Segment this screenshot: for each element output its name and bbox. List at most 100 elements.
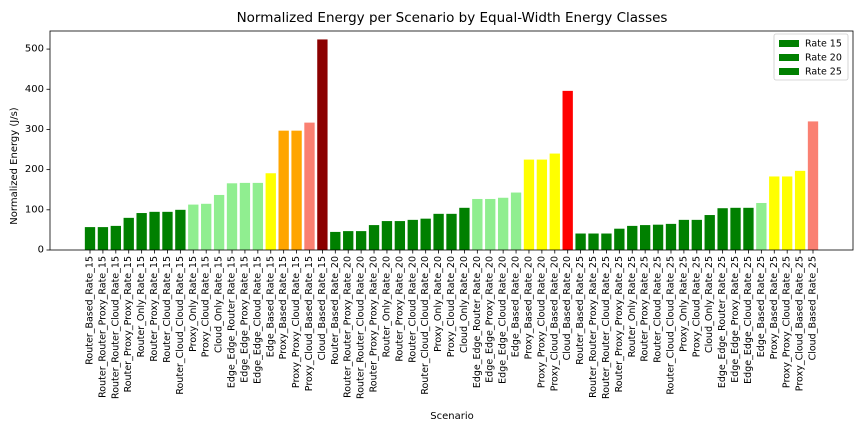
plot-frame xyxy=(49,30,854,251)
bar xyxy=(562,90,573,251)
x-tick-label: Router_Cloud_Cloud_Rate_20 xyxy=(420,256,431,395)
y-tick-label: 200 xyxy=(25,164,44,175)
x-tick-label: Edge_Edge_Cloud_Rate_25 xyxy=(743,256,754,384)
bar xyxy=(343,231,354,250)
x-ticks: Router_Based_Rate_15 Router_Router_Proxy_… xyxy=(85,250,819,399)
bar xyxy=(317,39,328,250)
y-tick-label: 500 xyxy=(25,44,44,55)
bar xyxy=(368,225,380,250)
bar xyxy=(213,194,225,250)
x-tick-label: Proxy_Cloud_Based_Rate_20 xyxy=(549,256,560,391)
x-tick-label: Cloud_Based_Rate_15 xyxy=(317,256,328,360)
bar xyxy=(652,224,664,250)
bar xyxy=(782,176,793,250)
bar xyxy=(162,211,173,250)
bar xyxy=(575,233,586,250)
bar xyxy=(769,176,780,250)
bar xyxy=(691,219,702,250)
bar xyxy=(394,221,406,250)
bar xyxy=(420,218,431,250)
legend-swatch xyxy=(779,68,799,75)
bar xyxy=(278,130,289,250)
bar xyxy=(665,223,677,250)
x-tick-label: Edge_Edge_Router_Rate_20 xyxy=(472,256,483,388)
bar xyxy=(588,233,599,250)
x-tick-label: Router_Cloud_Cloud_Rate_25 xyxy=(665,256,676,395)
x-tick-label: Proxy_Cloud_Rate_25 xyxy=(691,256,702,357)
y-axis-label: Normalized Energy (J/s) xyxy=(9,107,20,225)
x-tick-label: Router_Only_Rate_15 xyxy=(136,256,147,357)
x-tick-label: Router_Router_Proxy_Rate_20 xyxy=(343,256,354,398)
legend-label: Rate 15 xyxy=(805,39,842,50)
x-tick-label: Proxy_Proxy_Cloud_Rate_15 xyxy=(291,256,302,388)
x-tick-label: Router_Proxy_Proxy_Rate_25 xyxy=(614,256,625,392)
x-tick-label: Router_Proxy_Rate_20 xyxy=(394,256,405,362)
x-tick-label: Router_Router_Cloud_Rate_20 xyxy=(356,256,367,399)
y-tick-label: 100 xyxy=(25,204,44,215)
bar xyxy=(239,182,251,250)
x-tick-label: Cloud_Only_Rate_15 xyxy=(214,256,225,353)
bar xyxy=(446,213,457,250)
x-tick-label: Edge_Edge_Proxy_Rate_20 xyxy=(485,256,496,383)
x-tick-label: Edge_Edge_Router_Rate_25 xyxy=(717,256,728,388)
x-tick-label: Proxy_Only_Rate_15 xyxy=(188,256,199,352)
bar xyxy=(136,213,147,250)
bar xyxy=(640,225,651,250)
legend: Rate 15 Rate 20 Rate 25 xyxy=(773,33,849,81)
bar xyxy=(304,122,315,250)
bar xyxy=(549,153,560,250)
legend-swatch xyxy=(779,54,799,61)
x-tick-label: Router_Router_Cloud_Rate_15 xyxy=(110,256,121,399)
legend-swatch xyxy=(779,40,799,47)
x-tick-label: Router_Cloud_Rate_15 xyxy=(162,256,173,363)
bar xyxy=(627,225,638,250)
bar xyxy=(730,207,741,250)
x-tick-label: Edge_Based_Rate_15 xyxy=(265,256,276,357)
x-tick-label: Router_Proxy_Rate_15 xyxy=(149,256,160,362)
x-tick-label: Router_Proxy_Proxy_Rate_20 xyxy=(369,256,380,392)
bar xyxy=(226,183,238,250)
bar xyxy=(252,182,264,250)
x-tick-label: Router_Cloud_Rate_20 xyxy=(407,256,418,363)
bar xyxy=(123,217,134,250)
x-tick-label: Cloud_Based_Rate_25 xyxy=(808,256,819,360)
chart-title: Normalized Energy per Scenario by Equal-… xyxy=(237,10,668,26)
x-tick-label: Router_Cloud_Cloud_Rate_15 xyxy=(175,256,186,395)
x-tick-label: Router_Proxy_Rate_25 xyxy=(640,256,651,362)
bar xyxy=(704,215,715,250)
bar xyxy=(265,173,276,250)
bar xyxy=(355,231,367,250)
bar xyxy=(497,197,509,250)
bar xyxy=(110,225,121,250)
x-tick-label: Proxy_Only_Rate_20 xyxy=(433,256,444,352)
x-tick-label: Router_Proxy_Proxy_Rate_15 xyxy=(123,256,134,392)
x-tick-label: Edge_Edge_Cloud_Rate_15 xyxy=(252,256,263,384)
bar xyxy=(485,198,496,250)
x-tick-label: Proxy_Proxy_Cloud_Rate_20 xyxy=(536,256,547,388)
bars-layer xyxy=(84,39,819,251)
x-axis-label: Scenario xyxy=(430,411,473,422)
bar xyxy=(717,208,728,250)
x-tick-label: Proxy_Proxy_Cloud_Rate_25 xyxy=(782,256,793,388)
x-tick-label: Router_Router_Cloud_Rate_25 xyxy=(601,256,612,399)
x-tick-label: Router_Only_Rate_20 xyxy=(381,256,392,357)
x-tick-label: Edge_Based_Rate_25 xyxy=(756,256,767,357)
bar xyxy=(97,227,109,250)
y-tick-label: 300 xyxy=(25,124,44,135)
x-tick-label: Proxy_Based_Rate_15 xyxy=(278,256,289,359)
x-tick-label: Edge_Based_Rate_20 xyxy=(511,256,522,357)
x-tick-label: Edge_Edge_Router_Rate_15 xyxy=(227,256,238,388)
bar xyxy=(472,198,483,250)
x-tick-label: Router_Based_Rate_25 xyxy=(575,256,586,365)
x-tick-label: Edge_Edge_Proxy_Rate_15 xyxy=(239,256,250,383)
bar xyxy=(433,213,444,250)
x-tick-label: Cloud_Based_Rate_20 xyxy=(562,256,573,360)
x-tick-label: Cloud_Only_Rate_25 xyxy=(704,256,715,353)
bar xyxy=(794,170,806,250)
bar xyxy=(523,159,535,250)
bar xyxy=(201,203,212,250)
x-tick-label: Router_Router_Proxy_Rate_25 xyxy=(588,256,599,398)
x-tick-label: Proxy_Cloud_Rate_15 xyxy=(201,256,212,357)
